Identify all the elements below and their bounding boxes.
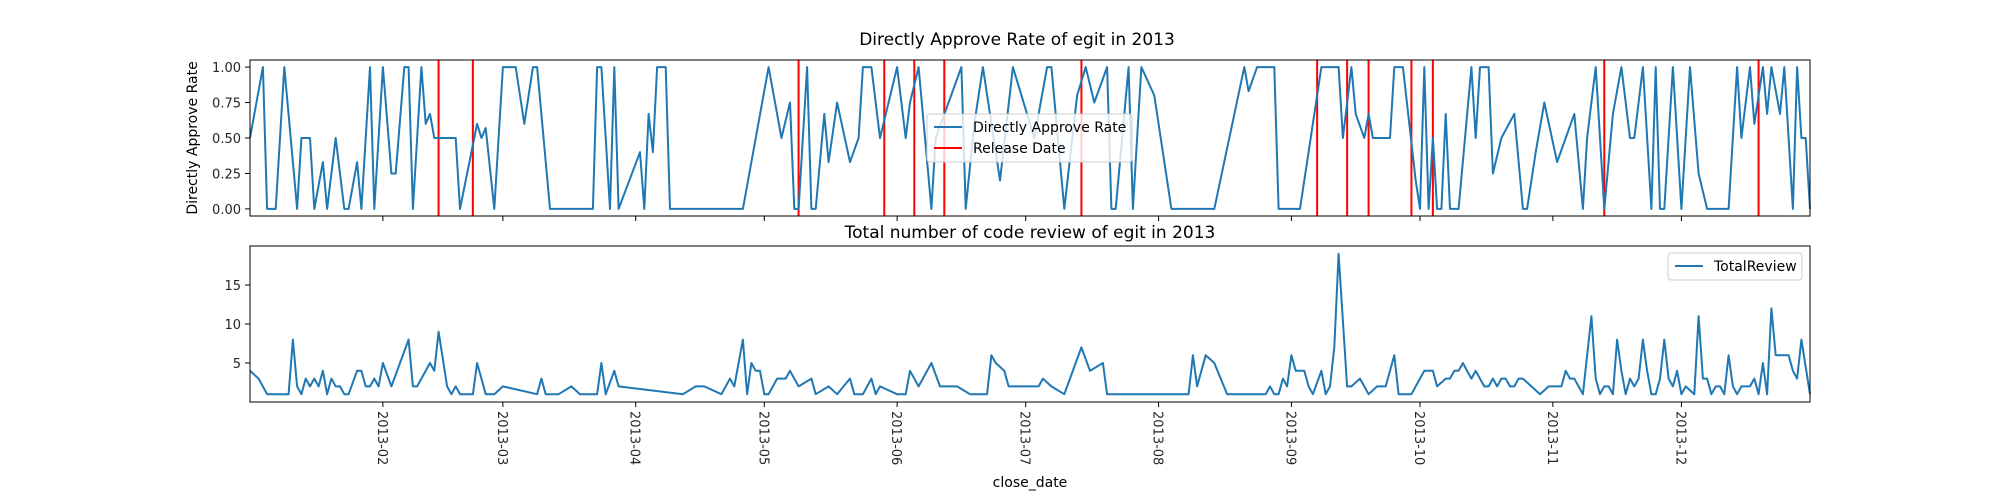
ytick-label-3: 0.75 xyxy=(212,97,241,112)
total-review-line xyxy=(249,252,1811,396)
total-review-chart: Total number of code review of egit in 2… xyxy=(224,223,1811,491)
approve-rate-yticks: 0.00 0.25 0.50 0.75 1.00 xyxy=(212,61,250,218)
total-review-title: Total number of code review of egit in 2… xyxy=(844,223,1216,243)
approve-rate-ylabel: Directly Approve Rate xyxy=(185,61,201,214)
xtick-label-5: 2013-07 xyxy=(1017,411,1032,465)
total-review-xlabel: close_date xyxy=(993,475,1068,491)
xtick-label-1: 2013-03 xyxy=(494,411,509,465)
xtick-label-4: 2013-06 xyxy=(888,411,903,465)
approve-rate-series xyxy=(249,66,1811,210)
xtick-label-2: 2013-04 xyxy=(627,411,642,465)
ytick-label-1: 10 xyxy=(224,318,241,333)
ytick-label-0: 5 xyxy=(233,357,241,372)
total-review-xticks: 2013-02 2013-03 2013-04 2013-05 2013-06 2013-… xyxy=(374,402,1687,465)
ytick-label-2: 0.50 xyxy=(212,132,241,147)
total-review-legend: TotalReview xyxy=(1667,252,1803,281)
approve-rate-xticks xyxy=(382,216,1682,221)
xtick-label-3: 2013-05 xyxy=(755,411,770,465)
legend-release-date-label: Release Date xyxy=(973,141,1066,157)
xtick-label-9: 2013-11 xyxy=(1544,411,1559,465)
approve-rate-chart: Directly Approve Rate of egit in 2013 Di… xyxy=(185,30,1811,221)
xtick-label-10: 2013-12 xyxy=(1672,411,1687,465)
legend-approve-rate-label: Directly Approve Rate xyxy=(973,120,1126,136)
total-review-legend-box xyxy=(1667,252,1803,281)
total-review-series xyxy=(249,252,1811,396)
total-review-yticks: 5 10 15 xyxy=(224,279,250,372)
xtick-label-0: 2013-02 xyxy=(374,411,389,465)
ytick-label-2: 15 xyxy=(224,279,241,294)
approve-rate-frame xyxy=(249,59,1811,217)
xtick-label-7: 2013-09 xyxy=(1282,411,1297,465)
legend-total-review-label: TotalReview xyxy=(1713,259,1797,275)
approve-rate-legend: Directly Approve Rate Release Date xyxy=(926,113,1133,163)
total-review-frame xyxy=(249,245,1811,403)
approve-rate-legend-box xyxy=(926,113,1133,163)
ytick-label-4: 1.00 xyxy=(212,61,241,76)
approve-rate-line xyxy=(249,66,1811,210)
xtick-label-6: 2013-08 xyxy=(1150,411,1165,465)
ytick-label-0: 0.00 xyxy=(212,203,241,218)
xtick-label-8: 2013-10 xyxy=(1411,411,1426,465)
approve-rate-title: Directly Approve Rate of egit in 2013 xyxy=(859,30,1175,50)
ytick-label-1: 0.25 xyxy=(212,167,241,182)
